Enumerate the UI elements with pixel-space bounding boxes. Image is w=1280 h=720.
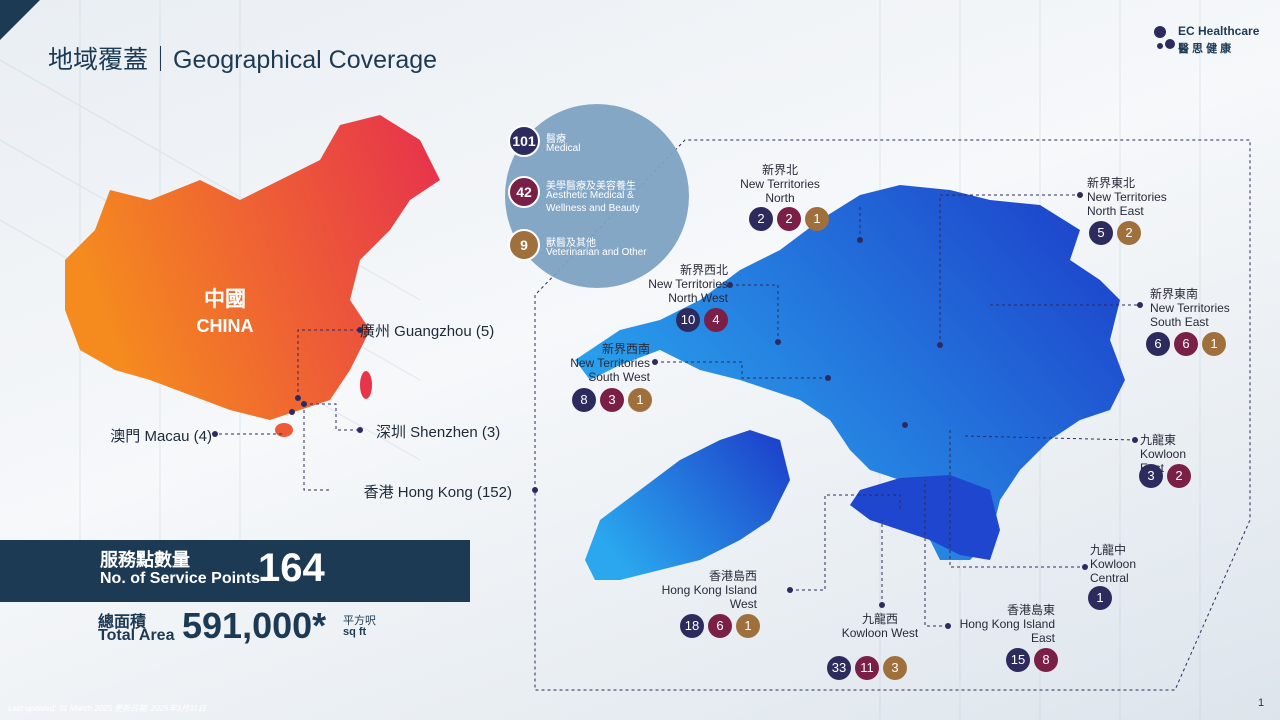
page-number: 1 — [1258, 697, 1265, 709]
region-count: 3 — [1139, 464, 1163, 488]
region-count: 1 — [628, 388, 652, 412]
logo-chinese: 醫 思 健 康 — [1178, 43, 1232, 55]
region-count: 5 — [1089, 221, 1113, 245]
legend-count: 42 — [508, 176, 540, 208]
region-count: 2 — [1167, 464, 1191, 488]
region-count: 18 — [680, 614, 704, 638]
region-count: 10 — [676, 308, 700, 332]
city: 廣州 Guangzhou (5) — [360, 323, 495, 340]
region-count: 2 — [777, 207, 801, 231]
region-en: New Territories North — [740, 177, 820, 205]
legend-en: Medical — [546, 143, 581, 154]
legend-en: Veterinarian and Other — [546, 247, 647, 258]
region-zh: 新界東南 — [1150, 287, 1199, 301]
region-zh: 香港島西 — [708, 569, 757, 583]
logo-icon — [1154, 26, 1175, 49]
hk-island-map — [850, 475, 1000, 560]
region-zh: 新界西北 — [679, 263, 728, 277]
region-en: Hong Kong Island East — [959, 617, 1055, 645]
region-en: Kowloon Central — [1090, 557, 1137, 585]
region-en: New Territories South East — [1150, 301, 1230, 329]
legend-zh: 美學醫療及美容養生 — [546, 181, 636, 192]
footer-updated: Last updated: 31 March 2025 更新日期: 2025年3… — [8, 704, 206, 713]
hainan — [275, 423, 293, 437]
region-count: 6 — [1174, 332, 1198, 356]
area-en: Total Area — [98, 627, 175, 644]
legend-zh: 醫療 — [546, 134, 566, 145]
logo-name: EC Healthcare — [1178, 24, 1260, 38]
region-zh: 九龍東 — [1140, 433, 1177, 447]
region-count: 2 — [1117, 221, 1141, 245]
points-en: No. of Service Points — [100, 570, 261, 587]
points-zh: 服務點數量 — [100, 550, 190, 570]
region-zh: 九龍西 — [861, 612, 898, 626]
china-map — [65, 115, 440, 420]
region-en: Kowloon West — [841, 626, 919, 640]
region-zh: 新界東北 — [1087, 176, 1136, 190]
region-count: 6 — [708, 614, 732, 638]
taiwan — [360, 371, 372, 399]
new-territories-map — [575, 185, 1125, 560]
region-zh: 九龍中 — [1090, 543, 1127, 557]
area-unit-zh: 平方呎 — [343, 615, 376, 627]
legend-circle — [505, 104, 689, 288]
legend-count: 9 — [508, 229, 540, 261]
legend-zh: 獸醫及其他 — [546, 238, 596, 249]
region-count: 1 — [1202, 332, 1226, 356]
region-count: 33 — [827, 656, 851, 680]
city: 澳門 Macau (4) — [110, 428, 212, 445]
region-count: 8 — [1034, 648, 1058, 672]
region-zh: 新界北 — [761, 163, 798, 177]
lantau-map — [585, 430, 790, 580]
city: 香港 Hong Kong (152) — [363, 484, 512, 501]
region-zh: 香港島東 — [1006, 603, 1055, 617]
region-count: 3 — [600, 388, 624, 412]
points-value: 164 — [258, 546, 325, 590]
region-count: 11 — [855, 656, 879, 680]
region-count: 4 — [704, 308, 728, 332]
title: 地域覆蓋｜Geographical Coverage — [48, 46, 438, 74]
corner — [0, 0, 40, 40]
region-en: New Territories South West — [570, 356, 650, 384]
china-en: CHINA — [196, 316, 254, 336]
region-count: 3 — [883, 656, 907, 680]
region-count: 1 — [1088, 586, 1112, 610]
region-en: New Territories North East — [1087, 190, 1167, 218]
legend-count: 101 — [508, 125, 540, 157]
region-count: 15 — [1006, 648, 1030, 672]
region-count: 1 — [805, 207, 829, 231]
china-zh: 中國 — [204, 288, 246, 311]
connector-dots — [212, 192, 1143, 629]
region-count: 2 — [749, 207, 773, 231]
region-zh: 新界西南 — [601, 342, 650, 356]
region-en: New Territories North West — [648, 277, 728, 305]
legend-en: Aesthetic Medical & Wellness and Beauty — [546, 190, 640, 214]
area-zh: 總面積 — [98, 614, 147, 631]
region-count: 8 — [572, 388, 596, 412]
region-en: Hong Kong Island West — [661, 583, 757, 611]
stats-box — [0, 540, 470, 602]
city: 深圳 Shenzhen (3) — [376, 424, 501, 441]
area-unit-en: sq ft — [343, 626, 367, 638]
region-count: 6 — [1146, 332, 1170, 356]
area-value: 591,000* — [182, 605, 327, 646]
region-count: 1 — [736, 614, 760, 638]
